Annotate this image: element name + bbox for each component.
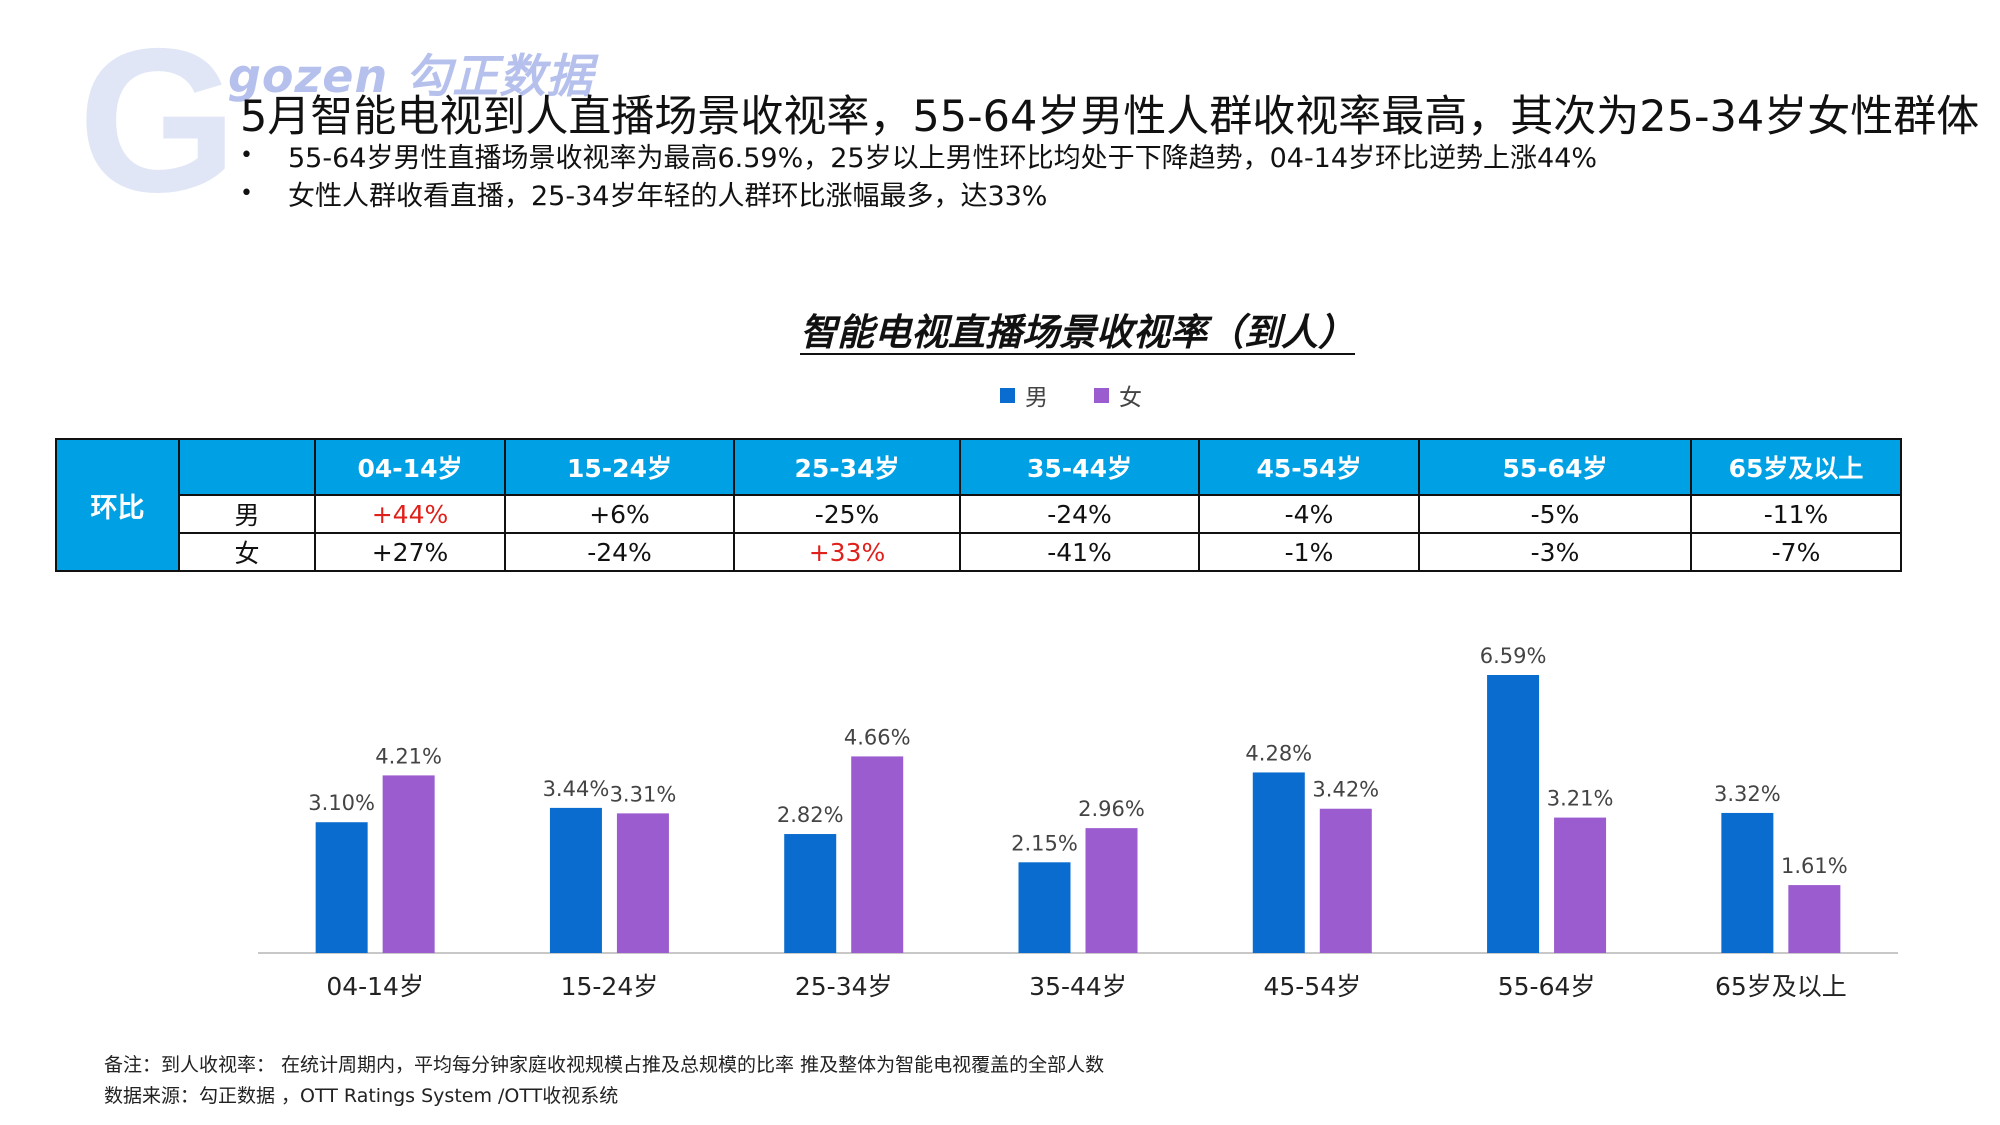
bar-female	[616, 813, 669, 953]
data-label-male: 3.10%	[308, 791, 375, 815]
table-cell: -24%	[504, 532, 735, 572]
x-tick-label: 04-14岁	[326, 972, 424, 1001]
legend-item-female: 女	[1094, 378, 1142, 412]
table-header-cell: 04-14岁	[314, 438, 506, 496]
bullet-list: • 55-64岁男性直播场景收视率为最高6.59%，25岁以上男性环比均处于下降…	[240, 136, 1597, 212]
data-label-female: 3.21%	[1547, 787, 1614, 811]
x-tick-label: 45-54岁	[1263, 972, 1361, 1001]
table-cell: -41%	[959, 532, 1200, 572]
bullet-item: • 女性人群收看直播，25-34岁年轻的人群环比涨幅最多，达33%	[240, 174, 1597, 212]
table-side-label: 环比	[55, 438, 180, 572]
x-tick-label: 25-34岁	[795, 972, 893, 1001]
table-cell: +44%	[314, 494, 506, 534]
table-row-label: 女	[178, 532, 316, 572]
table-cell: +6%	[504, 494, 735, 534]
bar-male	[1252, 772, 1305, 953]
data-label-female: 4.66%	[844, 725, 911, 749]
bar-female	[1085, 828, 1138, 953]
bullet-text: 55-64岁男性直播场景收视率为最高6.59%，25岁以上男性环比均处于下降趋势…	[288, 142, 1598, 174]
table-cell: -24%	[959, 494, 1200, 534]
table-header-cell: 65岁及以上	[1690, 438, 1902, 496]
table-header-cell: 15-24岁	[504, 438, 735, 496]
table-cell: -4%	[1198, 494, 1420, 534]
footnote-source: 数据来源：勾正数据 ，OTT Ratings System /OTT收视系统	[104, 1085, 619, 1107]
table-cell: -5%	[1418, 494, 1692, 534]
table-cell: -11%	[1690, 494, 1902, 534]
footnote-definition: 备注：到人收视率： 在统计周期内，平均每分钟家庭收视规模占推及总规模的比率 推及…	[104, 1054, 1105, 1076]
bullet-item: • 55-64岁男性直播场景收视率为最高6.59%，25岁以上男性环比均处于下降…	[240, 136, 1597, 174]
table-header-cell: 35-44岁	[959, 438, 1200, 496]
bar-male	[549, 807, 602, 953]
data-label-male: 2.82%	[777, 803, 844, 827]
legend-label-female: 女	[1119, 385, 1142, 411]
bar-female	[851, 756, 904, 953]
table-row-female: 女 +27% -24% +33% -41% -1% -3% -7%	[56, 532, 1902, 572]
table-row-label: 男	[178, 494, 316, 534]
bar-female	[1788, 885, 1841, 953]
table-row-male: 男 +44% +6% -25% -24% -4% -5% -11%	[56, 494, 1902, 534]
table-cell: -3%	[1418, 532, 1692, 572]
x-tick-label: 35-44岁	[1029, 972, 1127, 1001]
mom-change-table: 环比 04-14岁 15-24岁 25-34岁 35-44岁 45-54岁 55…	[55, 438, 1902, 572]
bar-male	[315, 822, 368, 953]
bar-male	[784, 834, 837, 953]
table-cell: -1%	[1198, 532, 1420, 572]
data-label-male: 6.59%	[1480, 644, 1547, 668]
chart-legend: 男 女	[1000, 378, 1188, 412]
data-label-male: 3.32%	[1714, 782, 1781, 806]
data-label-male: 4.28%	[1245, 741, 1312, 765]
legend-item-male: 男	[1000, 378, 1048, 412]
bar-male	[1018, 862, 1071, 953]
logo-g-letter: G	[78, 6, 238, 235]
table-cell: +33%	[733, 532, 961, 572]
x-tick-label: 65岁及以上	[1715, 972, 1847, 1001]
bar-female	[382, 775, 435, 953]
bullet-dot: •	[240, 180, 253, 206]
table-cell: -7%	[1690, 532, 1902, 572]
bar-female	[1554, 817, 1607, 953]
bar-male	[1721, 812, 1774, 953]
brand-logo: gozen 勾正数据	[228, 49, 594, 103]
bar-female	[1319, 808, 1372, 953]
data-label-female: 1.61%	[1781, 854, 1848, 878]
table-corner-cell	[178, 438, 316, 496]
bullet-text: 女性人群收看直播，25-34岁年轻的人群环比涨幅最多，达33%	[288, 180, 1048, 212]
data-label-female: 3.42%	[1312, 778, 1379, 802]
x-tick-label: 55-64岁	[1498, 972, 1596, 1001]
bullet-dot: •	[240, 142, 253, 168]
page-title: 5月智能电视到人直播场景收视率，55-64岁男性人群收视率最高，其次为25-34…	[240, 92, 1980, 142]
table-header-cell: 45-54岁	[1198, 438, 1420, 496]
table-cell: -25%	[733, 494, 961, 534]
legend-swatch-female	[1094, 387, 1109, 403]
data-label-male: 2.15%	[1011, 831, 1078, 855]
legend-label-male: 男	[1025, 385, 1048, 411]
table-header-cell: 55-64岁	[1418, 438, 1692, 496]
data-label-female: 4.21%	[375, 744, 442, 768]
chart-title: 智能电视直播场景收视率（到人）	[800, 311, 1355, 354]
bar-male	[1487, 675, 1540, 953]
legend-swatch-male	[1000, 387, 1015, 403]
data-label-female: 3.31%	[610, 782, 677, 806]
data-label-male: 3.44%	[543, 777, 610, 801]
table-cell: +27%	[314, 532, 506, 572]
table-header-cell: 25-34岁	[733, 438, 961, 496]
footnotes: 备注：到人收视率： 在统计周期内，平均每分钟家庭收视规模占推及总规模的比率 推及…	[104, 1050, 1104, 1112]
data-label-female: 2.96%	[1078, 797, 1145, 821]
x-tick-label: 15-24岁	[561, 972, 659, 1001]
